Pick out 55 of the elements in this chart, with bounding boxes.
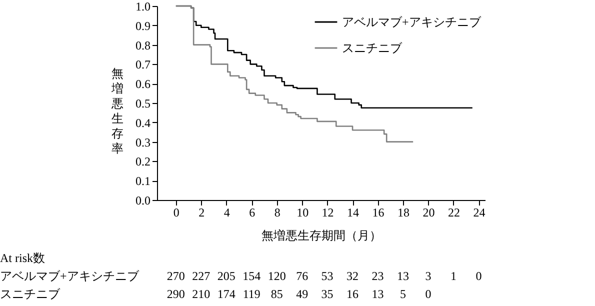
text: 35 <box>321 287 334 301</box>
y-tick-label: 0.7 <box>136 58 150 72</box>
text: 85 <box>270 287 283 301</box>
text: 205 <box>217 269 236 283</box>
x-axis-title: 無増悪生存期間（月） <box>262 228 382 242</box>
x-tick-label: 20 <box>422 206 435 220</box>
text: 174 <box>217 287 236 301</box>
text: 23 <box>372 269 384 283</box>
y-tick-label: 0.4 <box>136 116 150 130</box>
text: 5 <box>400 287 406 301</box>
text: 210 <box>192 287 210 301</box>
y-tick-label: 0.3 <box>136 135 150 150</box>
x-tick-label: 0 <box>173 206 180 220</box>
text: 1 <box>450 269 456 283</box>
x-tick-label: 12 <box>322 206 334 220</box>
text: 13 <box>372 287 384 301</box>
x-tick-label: 2 <box>198 206 205 220</box>
y-tick-label: 0.5 <box>136 96 150 110</box>
text: 290 <box>166 287 185 301</box>
text: 154 <box>242 269 261 283</box>
text: 76 <box>296 269 308 283</box>
text: 0 <box>476 269 482 283</box>
y-tick-label: 0.8 <box>136 38 150 52</box>
text: 227 <box>192 269 210 283</box>
x-tick-label: 16 <box>372 206 384 220</box>
text: 3 <box>425 269 432 283</box>
y-tick-label: 1.0 <box>136 0 150 14</box>
text: 49 <box>296 287 308 301</box>
y-tick-label: 0.9 <box>136 18 150 33</box>
x-tick-label: 18 <box>398 206 410 220</box>
x-tick-label: 22 <box>448 206 460 220</box>
text: 120 <box>268 269 286 283</box>
text: At risk数 <box>0 251 45 265</box>
y-tick-label: 0.1 <box>136 174 150 188</box>
y-tick-label: 0.0 <box>136 194 150 208</box>
y-tick-label: 0.2 <box>136 154 150 169</box>
text: 119 <box>242 287 260 301</box>
text: 16 <box>346 287 359 301</box>
x-tick-label: 14 <box>347 206 360 220</box>
text: 0 <box>425 287 432 301</box>
x-tick-label: 10 <box>296 206 309 220</box>
x-tick-label: 24 <box>473 206 486 220</box>
legend-label: スニチニブ <box>342 41 403 55</box>
text: 53 <box>321 269 334 283</box>
legend-label: アベルマブ+アキシチニブ <box>342 15 482 29</box>
text: 13 <box>397 269 409 283</box>
x-tick-label: 8 <box>274 206 280 220</box>
text: スニチニブ <box>0 287 61 301</box>
text: アベルマブ+アキシチニブ <box>0 269 140 283</box>
y-axis-title: 無増悪生存率 <box>110 66 124 156</box>
text: 270 <box>166 269 185 283</box>
text: 32 <box>346 269 359 283</box>
y-tick-label: 0.6 <box>136 77 150 92</box>
x-tick-label: 6 <box>249 206 256 220</box>
x-tick-label: 4 <box>224 206 230 220</box>
